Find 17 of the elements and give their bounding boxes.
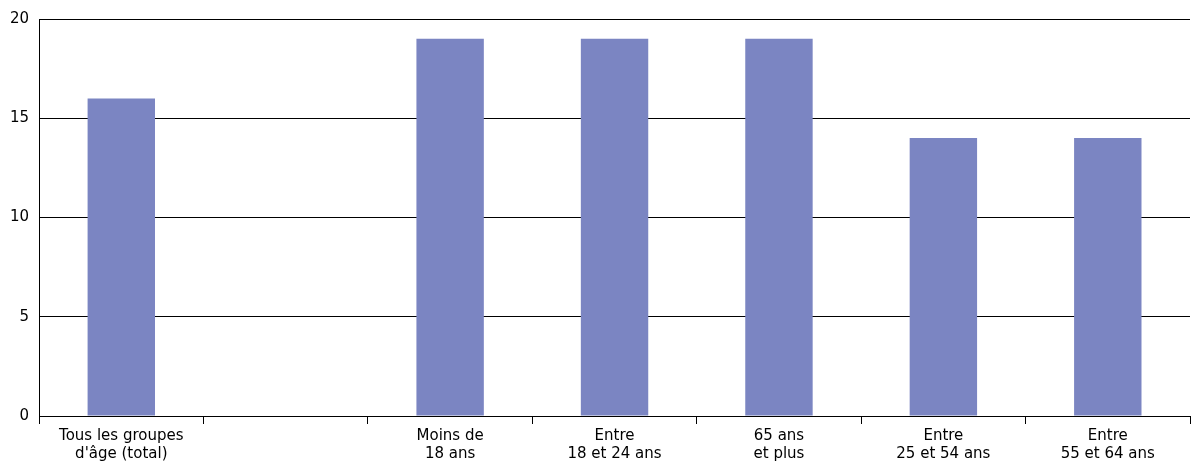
x-tick-label: 65 ans et plus bbox=[753, 425, 805, 462]
y-tick-label: 15 bbox=[9, 108, 30, 127]
y-tick-label: 5 bbox=[19, 306, 30, 325]
bar bbox=[1074, 138, 1142, 416]
x-tick-label: Entre 18 et 24 ans bbox=[567, 425, 662, 462]
x-tick-label: Moins de 18 ans bbox=[416, 425, 484, 462]
bar bbox=[87, 98, 155, 416]
bar bbox=[745, 38, 813, 416]
x-tick-label: Entre 25 et 54 ans bbox=[896, 425, 991, 462]
bar bbox=[909, 138, 978, 416]
bar bbox=[416, 38, 484, 416]
x-tick-label: Entre 55 et 64 ans bbox=[1060, 425, 1156, 462]
bar bbox=[580, 38, 649, 416]
y-tick-label: 0 bbox=[19, 405, 30, 424]
y-tick-label: 20 bbox=[9, 8, 30, 27]
x-tick-label: Tous les groupes d'âge (total) bbox=[58, 425, 184, 462]
y-tick-label: 10 bbox=[9, 207, 30, 226]
